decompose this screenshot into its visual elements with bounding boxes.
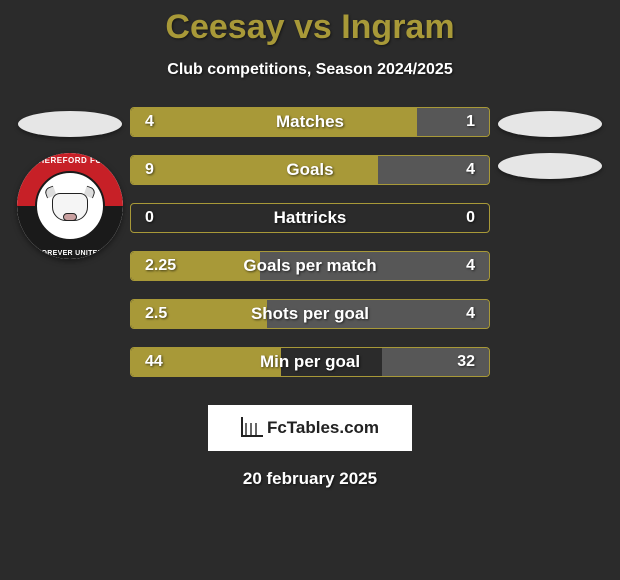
stat-value-left: 2.5 xyxy=(145,300,167,328)
stat-value-right: 4 xyxy=(466,156,475,184)
stat-value-left: 0 xyxy=(145,204,154,232)
stat-value-right: 1 xyxy=(466,108,475,136)
stat-row: 4432Min per goal xyxy=(130,347,490,377)
right-side-column xyxy=(490,107,610,179)
date-text: 20 february 2025 xyxy=(0,469,620,489)
page-title: Ceesay vs Ingram xyxy=(0,8,620,47)
badge-year: 2015 xyxy=(17,230,123,237)
stat-value-right: 0 xyxy=(466,204,475,232)
player-photo-placeholder-left xyxy=(18,111,122,137)
stat-value-right: 4 xyxy=(466,300,475,328)
stat-fill-right xyxy=(260,252,489,280)
stat-row: 41Matches xyxy=(130,107,490,137)
club-badge-left: HEREFORD FC 2015 FOREVER UNITED xyxy=(17,153,123,259)
stat-fill-right xyxy=(417,108,489,136)
stat-row: 0 0Hattricks xyxy=(130,203,490,233)
stat-value-right: 32 xyxy=(457,348,475,376)
player-photo-placeholder-right-2 xyxy=(498,153,602,179)
stat-value-right: 4 xyxy=(466,252,475,280)
branding-badge: FcTables.com xyxy=(208,405,412,451)
stat-value-left: 9 xyxy=(145,156,154,184)
bull-icon xyxy=(49,189,91,223)
stat-fill-right xyxy=(267,300,489,328)
stat-label: Hattricks xyxy=(131,204,489,232)
chart-icon xyxy=(241,419,263,437)
stat-value-left: 44 xyxy=(145,348,163,376)
left-side-column: HEREFORD FC 2015 FOREVER UNITED xyxy=(10,107,130,259)
stat-fill-left xyxy=(131,156,378,184)
brand-text: FcTables.com xyxy=(267,418,379,438)
stat-row: 2.254Goals per match xyxy=(130,251,490,281)
badge-text-bottom: FOREVER UNITED xyxy=(17,250,123,257)
stat-value-left: 4 xyxy=(145,108,154,136)
stats-column: 41Matches94Goals00Hattricks2.254Goals pe… xyxy=(130,107,490,377)
subtitle: Club competitions, Season 2024/2025 xyxy=(0,61,620,79)
main-area: HEREFORD FC 2015 FOREVER UNITED 41Matche… xyxy=(0,107,620,377)
badge-text-top: HEREFORD FC xyxy=(17,156,123,165)
stat-fill-left xyxy=(131,108,417,136)
stat-row: 2.54Shots per goal xyxy=(130,299,490,329)
stat-row: 94Goals xyxy=(130,155,490,185)
comparison-card: Ceesay vs Ingram Club competitions, Seas… xyxy=(0,0,620,489)
player-photo-placeholder-right-1 xyxy=(498,111,602,137)
stat-value-left: 2.25 xyxy=(145,252,176,280)
